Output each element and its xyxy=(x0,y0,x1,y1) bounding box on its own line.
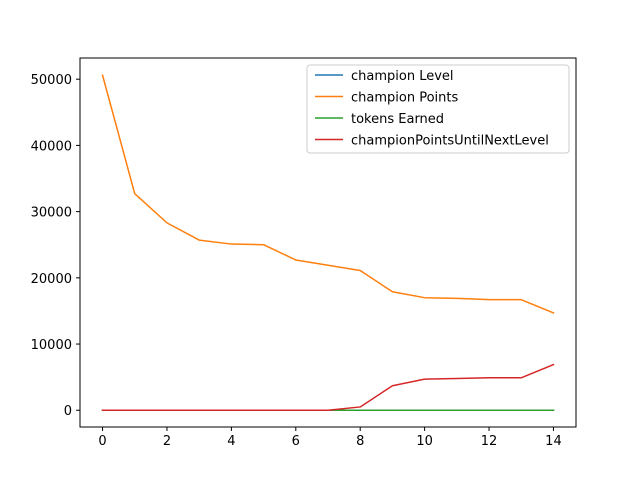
x-tick-label: 4 xyxy=(227,434,235,449)
series-line-3 xyxy=(101,363,555,411)
legend-label-0: champion Level xyxy=(351,69,454,84)
x-tick-label: 0 xyxy=(98,434,106,449)
x-tick-label: 12 xyxy=(481,434,498,449)
legend-label-2: tokens Earned xyxy=(351,112,444,127)
x-tick-label: 6 xyxy=(292,434,300,449)
x-tick-label: 2 xyxy=(163,434,171,449)
x-tick-label: 10 xyxy=(416,434,433,449)
y-tick-label: 0 xyxy=(64,404,72,419)
y-tick-label: 40000 xyxy=(31,139,72,154)
x-axis: 0 2 4 6 8 10 12 14 xyxy=(98,427,562,449)
series-line-1 xyxy=(101,74,555,314)
x-tick-label: 8 xyxy=(356,434,364,449)
legend-label-1: champion Points xyxy=(351,91,458,106)
y-axis: 0 10000 20000 30000 40000 50000 xyxy=(31,73,80,419)
y-tick-label: 10000 xyxy=(31,338,72,353)
x-tick-label: 14 xyxy=(545,434,562,449)
legend-box xyxy=(306,64,570,154)
series-layer xyxy=(101,74,555,411)
y-tick-label: 30000 xyxy=(31,206,72,221)
plot-frame xyxy=(79,57,577,428)
y-tick-label: 20000 xyxy=(31,272,72,287)
legend: champion Level champion Points tokens Earn… xyxy=(306,64,570,154)
y-tick-label: 50000 xyxy=(31,73,72,88)
legend-label-3: championPointsUntilNextLevel xyxy=(351,134,549,149)
